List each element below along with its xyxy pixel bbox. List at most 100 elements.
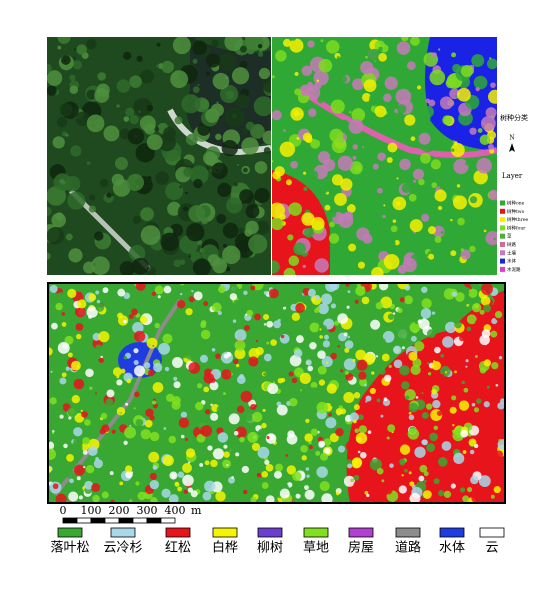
texture — [351, 108, 366, 122]
texture — [310, 381, 318, 389]
texture — [418, 132, 431, 145]
legend-label: 白桦 — [212, 540, 238, 556]
texture — [67, 352, 73, 358]
texture — [232, 319, 237, 323]
texture — [491, 361, 499, 370]
texture — [92, 262, 97, 267]
texture — [301, 65, 313, 77]
texture — [469, 196, 478, 204]
texture — [273, 320, 282, 329]
texture — [285, 454, 289, 457]
texture — [135, 481, 140, 486]
texture — [290, 160, 298, 169]
texture — [145, 387, 154, 397]
texture — [70, 145, 82, 157]
texture — [138, 455, 144, 461]
texture — [49, 284, 58, 293]
texture — [323, 438, 332, 446]
texture — [376, 187, 383, 194]
texture — [88, 293, 97, 302]
texture — [396, 177, 399, 180]
texture — [273, 470, 282, 479]
texture — [52, 483, 59, 490]
texture — [47, 186, 66, 206]
texture — [425, 403, 433, 410]
texture — [316, 401, 329, 414]
texture — [192, 58, 198, 64]
texture — [451, 52, 457, 58]
texture — [384, 374, 392, 382]
texture — [114, 157, 129, 171]
texture — [290, 107, 304, 121]
texture — [211, 162, 228, 180]
texture — [72, 56, 76, 60]
texture — [444, 371, 447, 374]
texture — [103, 125, 120, 142]
texture — [471, 493, 481, 503]
texture — [352, 144, 358, 150]
texture — [86, 161, 91, 166]
texture — [185, 191, 188, 195]
texture — [442, 115, 453, 126]
texture — [151, 291, 157, 297]
texture — [461, 380, 465, 385]
texture — [287, 234, 294, 241]
texture — [203, 151, 217, 165]
texture — [112, 179, 131, 197]
side-legend-swatch — [500, 250, 505, 256]
texture — [200, 425, 213, 437]
texture — [95, 290, 100, 295]
texture — [408, 471, 412, 475]
texture — [233, 430, 239, 436]
texture — [304, 485, 309, 490]
texture — [134, 391, 140, 398]
texture — [475, 453, 485, 463]
texture — [144, 419, 153, 428]
legend-label: 云 — [485, 541, 498, 556]
texture — [279, 299, 288, 308]
texture — [261, 470, 269, 478]
texture — [291, 460, 297, 466]
texture — [299, 389, 303, 392]
texture — [126, 378, 132, 384]
texture — [199, 354, 208, 363]
texture — [288, 255, 300, 267]
texture — [94, 362, 100, 368]
texture — [468, 438, 477, 447]
texture — [388, 105, 395, 112]
texture — [262, 130, 271, 145]
texture — [438, 490, 445, 497]
map-frame — [47, 282, 506, 504]
texture — [252, 411, 263, 423]
texture — [297, 488, 304, 495]
texture — [474, 354, 478, 358]
legend-label: 草地 — [303, 541, 329, 556]
texture — [112, 367, 122, 377]
texture — [481, 329, 491, 338]
texture — [479, 309, 485, 315]
texture — [226, 351, 232, 357]
side-legend-swatch — [500, 233, 505, 239]
texture — [272, 170, 281, 180]
texture — [330, 352, 337, 360]
texture — [86, 306, 98, 318]
texture — [135, 283, 146, 291]
texture — [149, 479, 160, 490]
texture — [434, 346, 441, 354]
texture — [368, 181, 371, 185]
texture — [396, 201, 401, 206]
texture — [420, 308, 432, 319]
texture — [180, 350, 189, 359]
texture — [125, 402, 129, 406]
texture — [305, 467, 310, 471]
texture — [246, 309, 254, 317]
texture — [192, 40, 208, 56]
texture — [288, 371, 294, 377]
texture — [294, 88, 302, 96]
legend-swatch — [110, 527, 136, 538]
texture — [221, 369, 232, 380]
texture — [125, 107, 135, 117]
texture — [408, 402, 419, 413]
texture — [452, 195, 467, 210]
aerial-photo — [47, 37, 271, 275]
